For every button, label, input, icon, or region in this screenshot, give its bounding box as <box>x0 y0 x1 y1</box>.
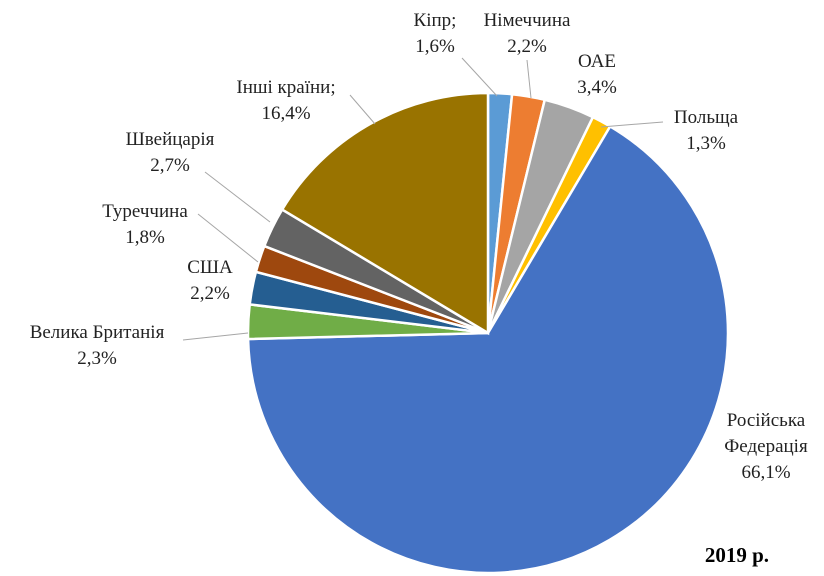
chart-title: 2019 р. <box>704 543 769 567</box>
label-value: 2,2% <box>507 36 547 57</box>
data-label: Туреччина 1,8% <box>90 199 200 251</box>
pie-slice <box>280 91 490 336</box>
leader-line <box>461 57 498 97</box>
label-value: 2,3% <box>77 348 117 369</box>
data-label: США 2,2% <box>180 255 240 307</box>
data-label: Інші країни; 16,4% <box>211 75 361 127</box>
label-name: Російська Федерація <box>724 410 808 457</box>
label-name: ОАЕ <box>577 51 617 72</box>
leader-line <box>526 59 532 99</box>
data-label: Російська Федерація 66,1% <box>711 408 821 486</box>
leader-line <box>349 94 376 125</box>
label-value: 1,8% <box>125 227 165 248</box>
leader-line <box>204 171 271 223</box>
label-value: 2,7% <box>150 155 190 176</box>
label-name: Туреччина <box>102 201 188 222</box>
label-value: 66,1% <box>741 462 791 483</box>
label-name: Німеччина <box>483 10 571 31</box>
label-value: 2,2% <box>190 283 230 304</box>
label-name: Кіпр; <box>413 10 457 31</box>
label-name: Польща <box>673 107 739 128</box>
data-label: ОАЕ 3,4% <box>567 49 627 101</box>
data-label: Польща 1,3% <box>661 105 751 157</box>
label-value: 16,4% <box>261 103 311 124</box>
data-label: Швейцарія 2,7% <box>115 127 225 179</box>
label-value: 1,6% <box>415 36 455 57</box>
data-label: Німеччина 2,2% <box>477 8 577 60</box>
label-name: США <box>187 257 233 278</box>
label-name: Велика Британія <box>29 322 165 343</box>
leader-line <box>197 213 259 263</box>
label-value: 3,4% <box>577 77 617 98</box>
label-name: Швейцарія <box>125 129 215 150</box>
label-value: 1,3% <box>686 133 726 154</box>
leader-line <box>600 121 664 128</box>
pie-slice <box>246 124 730 575</box>
data-label: Велика Британія 2,3% <box>2 320 192 372</box>
data-label: Кіпр; 1,6% <box>405 8 465 60</box>
leader-line <box>182 332 249 341</box>
label-name: Інші країни; <box>236 77 336 98</box>
